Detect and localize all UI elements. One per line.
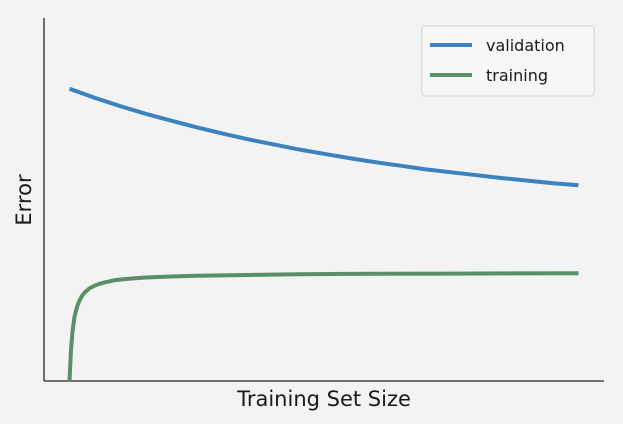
series-line-validation — [68, 86, 579, 188]
series-line-training — [67, 271, 579, 382]
x-axis-label: Training Set Size — [236, 387, 411, 411]
y-axis-label: Error — [12, 174, 36, 226]
legend-label-validation: validation — [486, 36, 565, 55]
series-group — [67, 86, 579, 382]
legend: validation training — [421, 25, 595, 97]
legend-label-training: training — [486, 66, 548, 85]
